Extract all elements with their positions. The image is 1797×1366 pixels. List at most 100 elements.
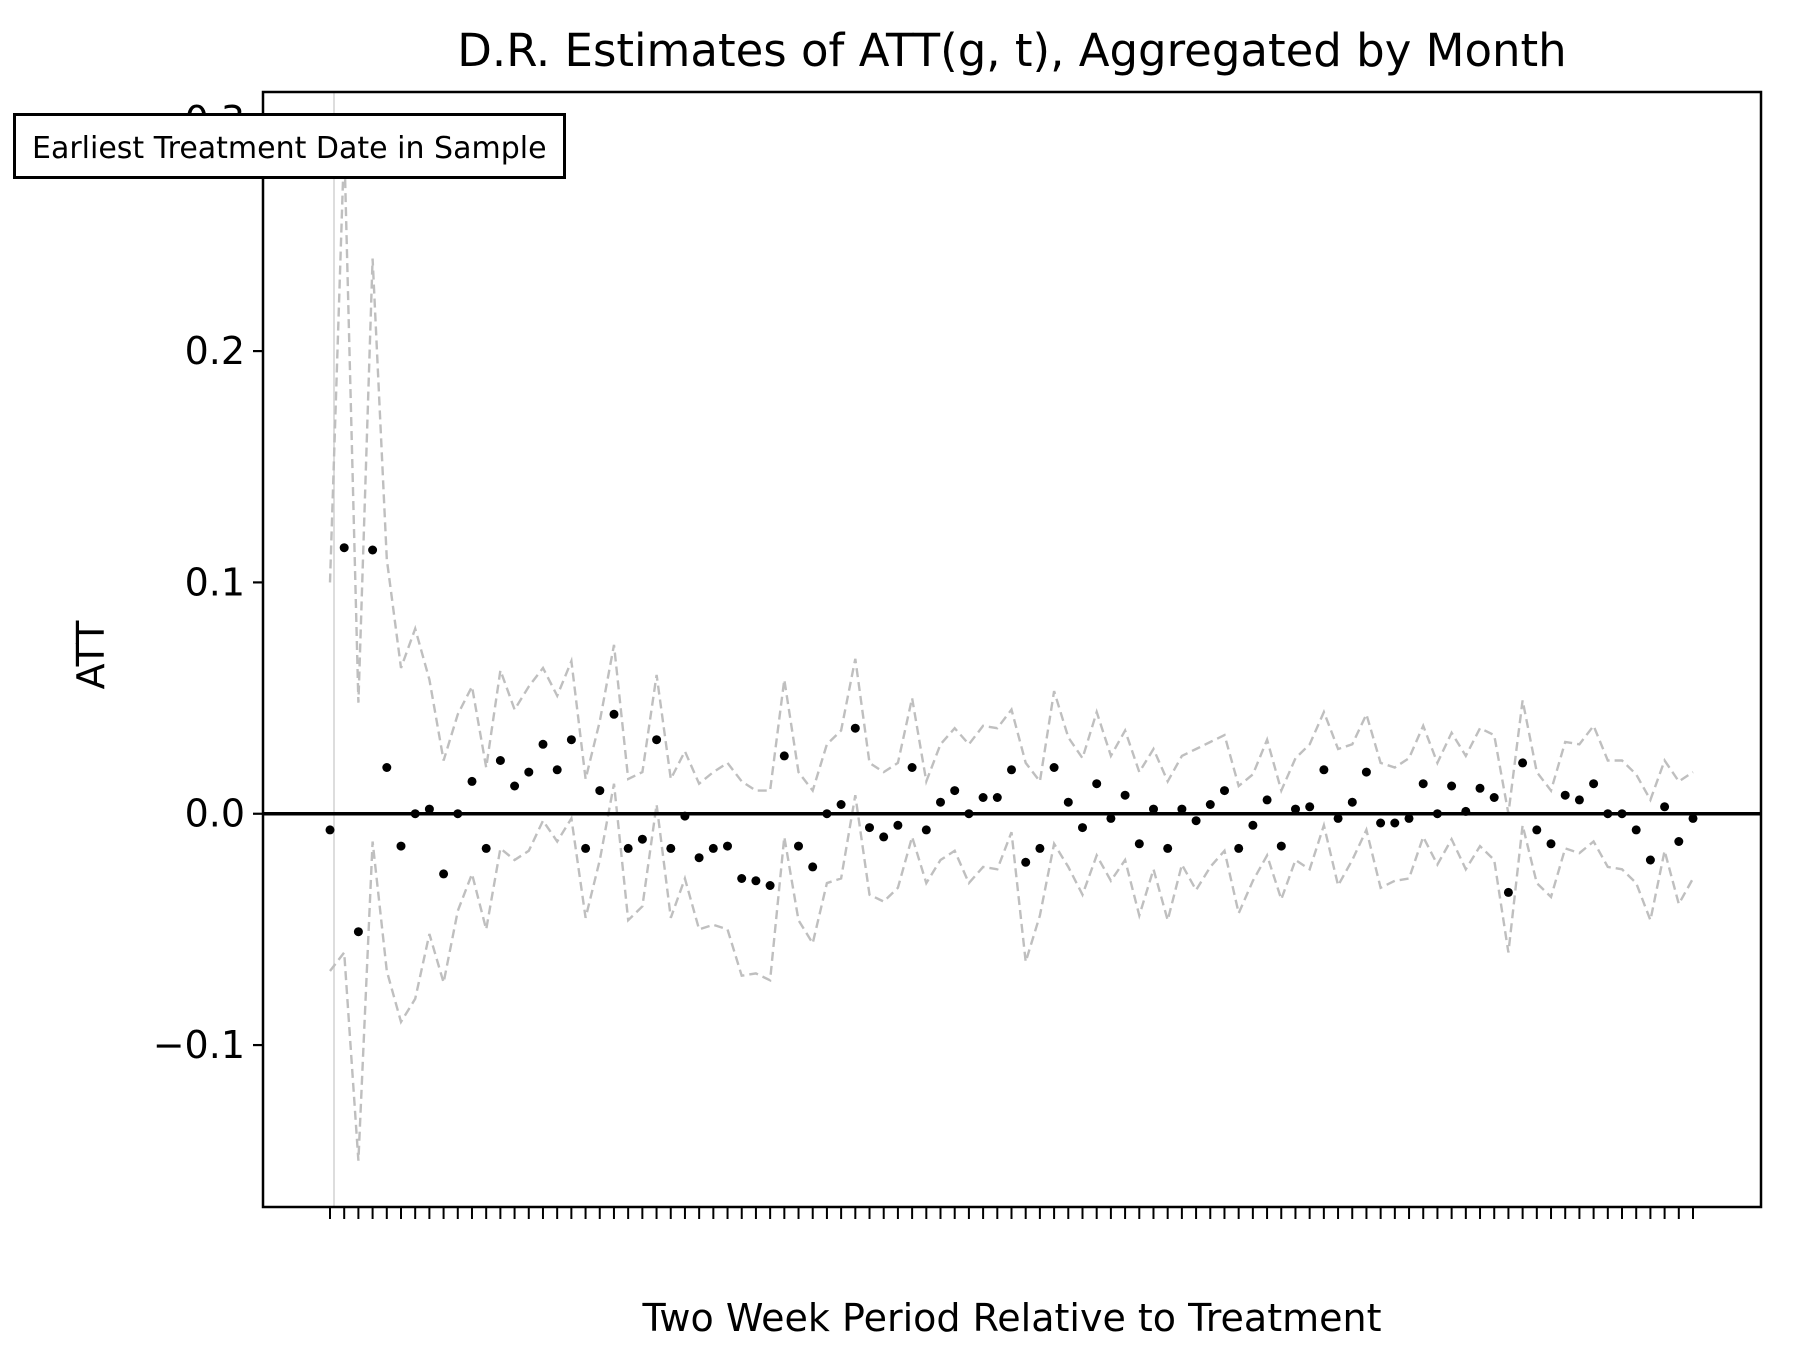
point-estimate xyxy=(339,543,349,553)
plot-frame xyxy=(261,90,1763,1209)
point-estimate xyxy=(439,869,449,879)
point-estimate xyxy=(1248,820,1258,830)
point-estimate xyxy=(453,809,463,819)
point-estimate xyxy=(1560,790,1570,800)
point-estimate xyxy=(1333,813,1343,823)
point-estimate xyxy=(325,825,335,835)
point-estimate xyxy=(765,881,775,890)
point-estimate xyxy=(1049,763,1059,772)
point-estimate xyxy=(1404,813,1414,823)
point-estimate xyxy=(822,809,832,819)
point-estimate xyxy=(1205,800,1215,809)
point-estimate xyxy=(850,723,860,733)
point-estimate xyxy=(1376,818,1386,828)
point-estimate xyxy=(424,804,434,814)
point-estimate xyxy=(1078,823,1087,833)
point-estimate xyxy=(1603,809,1613,819)
point-estimate xyxy=(1503,887,1513,897)
point-estimate xyxy=(1645,855,1655,865)
point-estimate xyxy=(907,763,917,772)
point-estimate xyxy=(779,751,789,761)
point-estimate xyxy=(1489,793,1499,802)
point-estimate xyxy=(666,843,676,853)
point-estimate xyxy=(552,765,562,775)
point-estimate xyxy=(481,843,491,853)
point-estimate xyxy=(1361,767,1371,777)
point-estimate xyxy=(737,874,747,883)
point-estimate xyxy=(1220,786,1229,796)
point-estimate xyxy=(538,739,548,749)
y-tick-label: 0.2 xyxy=(185,329,245,373)
point-estimate xyxy=(879,832,889,842)
point-estimate xyxy=(723,841,732,851)
point-estimate xyxy=(893,820,903,830)
point-estimate xyxy=(1390,818,1400,828)
x-axis-label: Two Week Period Relative to Treatment xyxy=(642,1296,1382,1340)
point-estimate xyxy=(637,834,647,844)
point-estimate xyxy=(1120,790,1130,800)
point-estimate xyxy=(410,809,420,819)
point-estimate xyxy=(1546,839,1556,849)
point-estimate xyxy=(1347,797,1357,807)
point-estimate xyxy=(368,545,378,555)
point-estimate xyxy=(1688,813,1698,823)
y-tick-label: 0.0 xyxy=(185,792,245,836)
point-estimate xyxy=(1589,779,1599,789)
point-estimate xyxy=(1262,795,1272,805)
point-estimate xyxy=(1177,804,1187,814)
point-estimate xyxy=(680,811,690,821)
y-axis: −0.10.00.10.20.3 xyxy=(153,98,263,1067)
point-estimate xyxy=(1319,765,1329,775)
point-estimate xyxy=(1574,795,1584,805)
point-estimate xyxy=(1007,765,1016,775)
point-estimate xyxy=(1631,825,1641,835)
point-estimate xyxy=(964,809,974,819)
point-estimate xyxy=(1518,758,1528,768)
ci-lower-line xyxy=(329,783,1695,1161)
point-estimate xyxy=(1035,843,1045,853)
point-estimate xyxy=(353,927,363,937)
point-estimate xyxy=(495,756,505,765)
point-estimate xyxy=(936,797,945,807)
earliest-treatment-annotation: Earliest Treatment Date in Sample xyxy=(13,113,566,179)
point-estimate xyxy=(708,843,718,853)
point-estimate xyxy=(581,843,591,853)
point-estimate xyxy=(1021,857,1031,867)
chart-title: D.R. Estimates of ATT(g, t), Aggregated … xyxy=(457,24,1566,77)
point-estimate xyxy=(1617,809,1627,819)
point-estimate xyxy=(1432,809,1442,819)
point-estimate xyxy=(1291,804,1300,814)
y-axis-label: ATT xyxy=(69,620,113,690)
point-estimate xyxy=(992,793,1002,802)
point-estimate xyxy=(836,800,846,809)
point-estimate xyxy=(1163,843,1173,853)
y-tick-label: −0.1 xyxy=(153,1023,245,1067)
point-estimate xyxy=(1191,816,1201,826)
point-estimate xyxy=(382,763,392,772)
point-estimate xyxy=(694,853,704,863)
point-estimate xyxy=(1532,825,1542,835)
point-estimate xyxy=(1475,783,1485,793)
point-estimate xyxy=(1092,779,1102,789)
point-estimate xyxy=(1063,797,1073,807)
point-estimate xyxy=(921,825,931,835)
y-tick-label: 0.1 xyxy=(185,560,245,604)
point-estimate xyxy=(1447,781,1457,791)
point-estimate xyxy=(595,786,605,796)
x-axis xyxy=(329,1207,1694,1219)
point-estimate xyxy=(808,862,818,872)
point-estimate xyxy=(1461,806,1471,816)
point-estimate xyxy=(865,823,874,833)
point-estimate xyxy=(1234,843,1244,853)
point-estimate xyxy=(396,841,406,851)
ci-upper-line xyxy=(328,142,1694,814)
point-estimate xyxy=(652,735,662,745)
point-estimate xyxy=(1305,802,1315,812)
point-estimate xyxy=(1674,837,1684,846)
point-estimate xyxy=(1106,813,1116,823)
point-estimate xyxy=(794,841,803,851)
point-estimate xyxy=(467,776,477,786)
point-estimate xyxy=(524,767,534,777)
